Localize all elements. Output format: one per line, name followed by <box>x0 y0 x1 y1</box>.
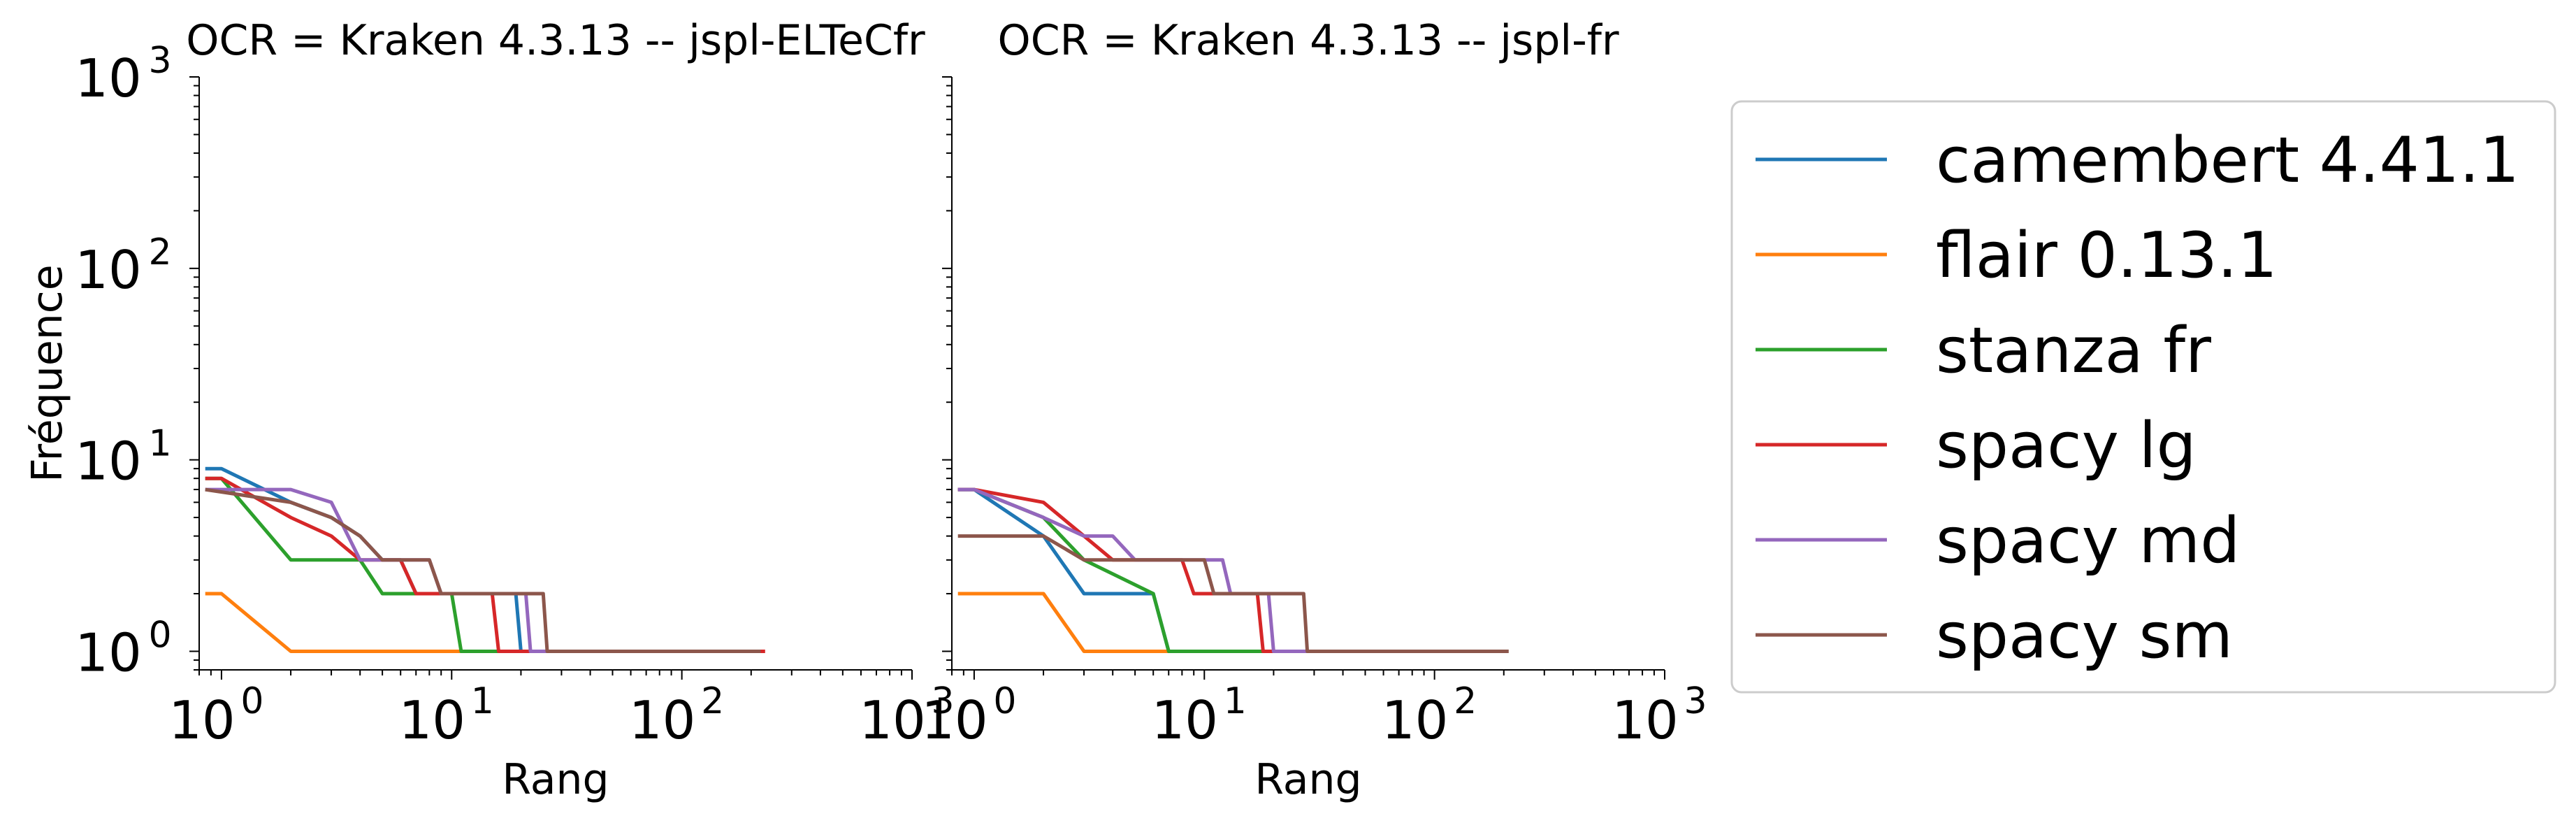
left-chart-title: OCR = Kraken 4.3.13 -- jspl-ELTeCfr <box>186 16 925 65</box>
left-x-tick-label: 10 <box>859 689 925 751</box>
right-x-axis-label: Rang <box>1254 755 1361 804</box>
left-y-axis-label: Fréquence <box>23 264 72 482</box>
legend-label: stanza fr <box>1936 314 2211 387</box>
legend-frame <box>1730 100 2556 694</box>
left-y-tick-exponent: 1 <box>148 423 171 465</box>
left-x-tick-label: 10 <box>399 689 465 751</box>
left-x-tick-exponent: 0 <box>240 680 263 722</box>
right-series-line-stanza-fr <box>957 487 1435 653</box>
left-series-line-spacy-sm <box>205 487 761 653</box>
left-x-tick-exponent: 2 <box>701 680 724 722</box>
left-series-line-spacy-lg <box>205 476 765 653</box>
left-y-tick-label: 10 <box>75 48 141 109</box>
legend-label: camembert 4.41.1 <box>1936 124 2519 197</box>
right-series-line-spacy-sm <box>957 534 1509 653</box>
left-x-tick-exponent: 1 <box>471 680 494 722</box>
legend: camembert 4.41.1 flair 0.13.1 stanza fr spa… <box>1730 100 2556 694</box>
right-x-tick-exponent: 3 <box>1684 680 1707 722</box>
left-y-tick-label: 10 <box>75 239 141 301</box>
right-series-line-spacy-md <box>957 487 1435 653</box>
legend-label: spacy sm <box>1936 599 2233 673</box>
right-series-line-flair-0-13-1 <box>957 592 1274 653</box>
right-x-tick-label: 10 <box>921 689 987 751</box>
left-x-tick-label: 10 <box>168 689 235 751</box>
right-x-tick-label: 10 <box>1612 689 1678 751</box>
right-x-tick-exponent: 1 <box>1224 680 1247 722</box>
left-series-line-camembert-4-41-1 <box>205 466 756 653</box>
right-x-tick-exponent: 2 <box>1454 680 1477 722</box>
left-series-line-flair-0-13-1 <box>205 592 551 653</box>
left-series-line-stanza-fr <box>205 476 682 653</box>
left-y-tick-exponent: 2 <box>148 231 171 273</box>
left-y-tick-label: 10 <box>75 431 141 492</box>
legend-label: spacy lg <box>1936 409 2197 482</box>
left-y-tick-exponent: 3 <box>148 40 171 82</box>
right-x-tick-label: 10 <box>1152 689 1218 751</box>
left-x-axis-label: Rang <box>502 755 609 804</box>
left-y-tick-label: 10 <box>75 622 141 683</box>
left-x-tick-exponent: 3 <box>931 680 954 722</box>
legend-label: flair 0.13.1 <box>1936 219 2278 292</box>
right-x-tick-label: 10 <box>1382 689 1448 751</box>
left-y-tick-exponent: 0 <box>148 614 171 656</box>
right-chart-title: OCR = Kraken 4.3.13 -- jspl-fr <box>997 16 1619 65</box>
right-x-tick-exponent: 0 <box>993 680 1016 722</box>
right-series-line-camembert-4-41-1 <box>957 487 1435 653</box>
right-series-line-spacy-lg <box>957 487 1435 653</box>
legend-label: spacy md <box>1936 504 2240 578</box>
left-x-tick-label: 10 <box>629 689 695 751</box>
subplot-jspl-eltecfr: 10 0 10 1 10 2 10 310 010 110 210 3 OCR = Kraken 4.3… <box>23 16 955 804</box>
